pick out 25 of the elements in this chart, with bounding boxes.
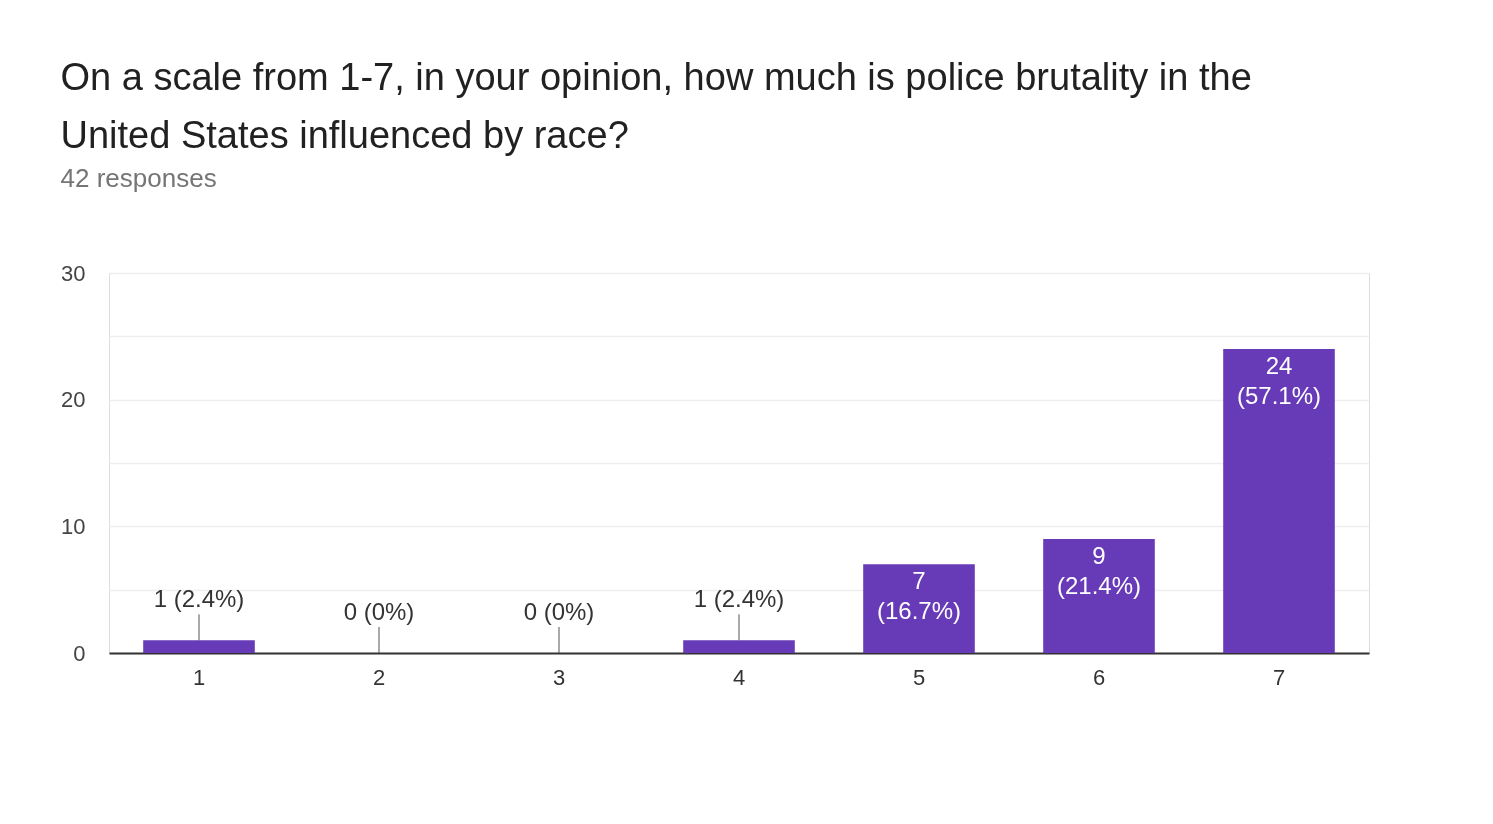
bar [683,640,795,653]
x-tick-label: 3 [552,664,566,690]
x-tick-label: 1 [192,664,206,690]
x-tick-label: 6 [1092,664,1106,690]
data-label: 24 (57.1%) [1236,352,1322,409]
data-label: 1 (2.4%) [153,585,245,613]
x-tick-label: 5 [912,664,926,690]
bar [863,564,975,653]
chart-subtitle: 42 responses [60,163,217,193]
data-label: 0 (0%) [343,598,415,625]
x-tick-label: 7 [1272,664,1286,690]
bar [1043,539,1155,653]
data-label: 7 (16.7%) [876,567,962,625]
x-tick-label: 2 [372,664,386,690]
x-tick-label: 4 [732,664,746,690]
data-label: 1 (2.4%) [693,585,785,613]
y-tick-label: 20 [61,387,86,413]
chart-title: On a scale from 1-7, in your opinion, how much is police brutality in the United States influenced by race? [60,56,1252,156]
y-tick-label: 10 [61,513,86,539]
bar [1223,349,1335,653]
data-label: 0 (0%) [523,598,595,625]
y-tick-label: 0 [73,640,86,666]
y-tick-label: 30 [61,260,86,286]
data-label: 9 (21.4%) [1056,542,1142,599]
bar [143,640,255,653]
